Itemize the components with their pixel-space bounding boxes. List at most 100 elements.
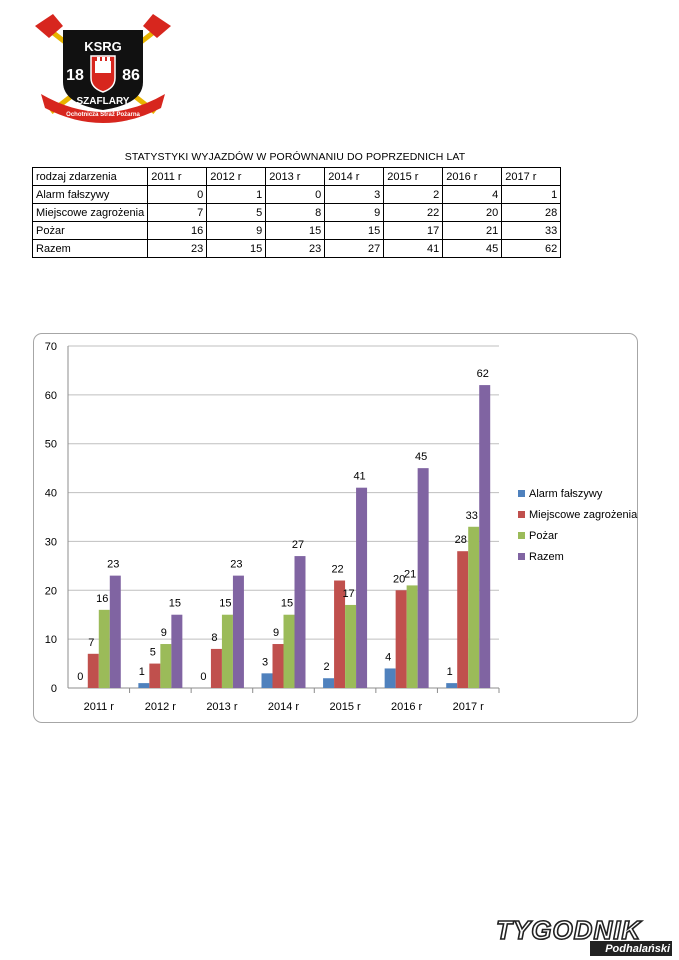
chart-bar bbox=[479, 385, 491, 688]
chart-bar bbox=[87, 653, 99, 688]
chart-bar bbox=[171, 614, 183, 688]
y-tick-label: 60 bbox=[45, 390, 57, 402]
data-label: 4 bbox=[385, 651, 391, 663]
table-cell: 7 bbox=[147, 203, 208, 222]
logo-year-right: 86 bbox=[122, 67, 140, 84]
logo-ribbon-text: Ochotnicza Straż Pożarna bbox=[66, 112, 140, 118]
footer-brand-main: TYGODNIK bbox=[496, 915, 642, 945]
chart-bar bbox=[149, 663, 161, 688]
data-label: 1 bbox=[139, 666, 145, 678]
data-label: 21 bbox=[404, 568, 416, 580]
stats-table: rodzaj zdarzenia 2011 r 2012 r 2013 r 20… bbox=[31, 167, 562, 258]
header-cell-year: 2013 r bbox=[265, 167, 326, 186]
table-cell: 17 bbox=[383, 221, 444, 240]
ksrg-logo: KSRG 18 86 SZAFLARY Ochotnicza Straż Poż… bbox=[35, 14, 171, 123]
y-tick-label: 0 bbox=[51, 683, 57, 695]
data-label: 1 bbox=[447, 666, 453, 678]
x-tick-label: 2011 r bbox=[84, 701, 115, 713]
x-tick-label: 2017 r bbox=[453, 701, 485, 713]
chart-bar bbox=[395, 590, 407, 688]
data-label: 17 bbox=[342, 588, 354, 600]
chart-bar bbox=[221, 614, 233, 688]
data-label: 33 bbox=[466, 510, 478, 522]
table-cell: 22 bbox=[383, 203, 444, 222]
chart-bar bbox=[138, 683, 150, 688]
data-label: 27 bbox=[292, 539, 304, 551]
chart-bar bbox=[384, 668, 396, 688]
table-cell: 15 bbox=[324, 221, 385, 240]
legend-swatch bbox=[518, 490, 525, 497]
table-cell: 2 bbox=[383, 185, 444, 204]
logo-name: SZAFLARY bbox=[77, 96, 130, 107]
data-label: 0 bbox=[200, 671, 206, 683]
data-label: 8 bbox=[211, 632, 217, 644]
x-tick-label: 2013 r bbox=[206, 701, 238, 713]
header-cell-year: 2017 r bbox=[501, 167, 562, 186]
table-cell: 28 bbox=[501, 203, 562, 222]
logo-top-text: KSRG bbox=[84, 39, 122, 54]
chart-bar bbox=[334, 580, 346, 688]
table-cell: 16 bbox=[147, 221, 208, 240]
table-cell: 1 bbox=[206, 185, 267, 204]
data-label: 15 bbox=[281, 598, 293, 610]
table-row: Pożar 16 9 15 15 17 21 33 bbox=[31, 221, 562, 240]
header-cell-label: rodzaj zdarzenia bbox=[31, 167, 149, 186]
data-label: 9 bbox=[161, 627, 167, 639]
table-cell: 1 bbox=[501, 185, 562, 204]
table-row: Miejscowe zagrożenia 7 5 8 9 22 20 28 bbox=[31, 203, 562, 222]
y-tick-label: 70 bbox=[45, 341, 57, 353]
chart-bar bbox=[283, 614, 295, 688]
x-tick-label: 2016 r bbox=[391, 701, 423, 713]
table-cell: 27 bbox=[324, 239, 385, 258]
legend-swatch bbox=[518, 511, 525, 518]
data-label: 9 bbox=[273, 627, 279, 639]
chart-bar bbox=[98, 609, 110, 688]
row-label: Pożar bbox=[31, 221, 149, 240]
legend-label: Miejscowe zagrożenia bbox=[529, 509, 638, 521]
header-cell-year: 2015 r bbox=[383, 167, 444, 186]
table-cell: 23 bbox=[147, 239, 208, 258]
chart-bar bbox=[417, 468, 429, 688]
table-cell: 33 bbox=[501, 221, 562, 240]
chart-bar bbox=[323, 678, 335, 688]
chart-bar bbox=[457, 551, 469, 688]
table-cell: 5 bbox=[206, 203, 267, 222]
chart-bar bbox=[406, 585, 418, 688]
row-label: Razem bbox=[31, 239, 149, 258]
data-label: 20 bbox=[393, 573, 405, 585]
header-cell-year: 2014 r bbox=[324, 167, 385, 186]
chart-bar bbox=[210, 648, 222, 688]
table-cell: 45 bbox=[442, 239, 503, 258]
row-label: Alarm fałszywy bbox=[31, 185, 149, 204]
data-label: 23 bbox=[230, 559, 242, 571]
table-row: Alarm fałszywy 0 1 0 3 2 4 1 bbox=[31, 185, 562, 204]
table-cell: 3 bbox=[324, 185, 385, 204]
legend-swatch bbox=[518, 553, 525, 560]
table-header-row: rodzaj zdarzenia 2011 r 2012 r 2013 r 20… bbox=[31, 167, 562, 186]
chart-bar bbox=[160, 644, 172, 688]
data-label: 23 bbox=[107, 559, 119, 571]
data-label: 2 bbox=[324, 661, 330, 673]
table-cell: 0 bbox=[147, 185, 208, 204]
chart-bar bbox=[232, 575, 244, 688]
table-cell: 15 bbox=[206, 239, 267, 258]
data-label: 15 bbox=[169, 598, 181, 610]
legend-label: Razem bbox=[529, 551, 564, 563]
chart-bar bbox=[272, 644, 284, 688]
table-cell: 21 bbox=[442, 221, 503, 240]
logo-year-left: 18 bbox=[66, 67, 84, 84]
row-label: Miejscowe zagrożenia bbox=[31, 203, 149, 222]
table-cell: 9 bbox=[206, 221, 267, 240]
legend-swatch bbox=[518, 532, 525, 539]
y-tick-label: 50 bbox=[45, 439, 57, 451]
header-cell-year: 2012 r bbox=[206, 167, 267, 186]
data-label: 15 bbox=[219, 598, 231, 610]
table-title: STATYSTYKI WYJAZDÓW W PORÓWNANIU DO POPR… bbox=[124, 151, 466, 163]
table-cell: 15 bbox=[265, 221, 326, 240]
tygodnik-podhalanski-logo: TYGODNIK Podhalański bbox=[495, 915, 672, 956]
table-cell: 62 bbox=[501, 239, 562, 258]
table-cell: 8 bbox=[265, 203, 326, 222]
chart-bar bbox=[356, 487, 368, 688]
